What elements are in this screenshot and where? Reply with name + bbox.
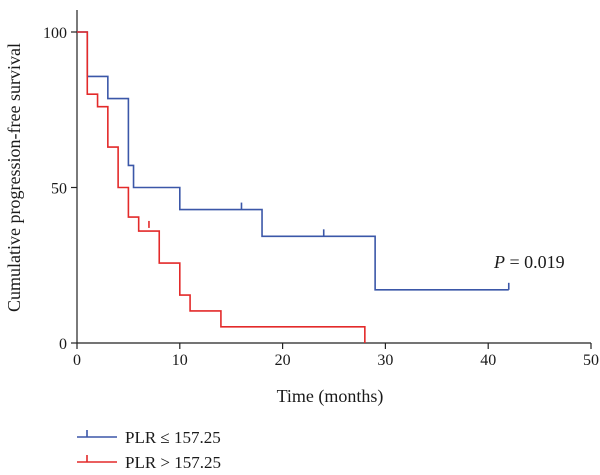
- p-label: P: [493, 252, 505, 272]
- p-value-annotation: P = 0.019: [493, 252, 565, 272]
- series-layer: [77, 31, 510, 343]
- y-axis-title: Cumulative progression-free survival: [4, 43, 24, 312]
- legend: PLR ≤ 157.25 PLR > 157.25: [77, 428, 221, 472]
- x-axis-title: Time (months): [277, 386, 384, 407]
- x-tick-label-0: 0: [73, 352, 81, 369]
- series-0-line: [77, 31, 509, 291]
- legend-label-1: PLR > 157.25: [125, 453, 221, 472]
- y-tick-label-1: 50: [51, 181, 67, 198]
- p-value: = 0.019: [505, 252, 565, 272]
- y-tick-label-2: 100: [43, 25, 67, 42]
- x-tick-label-4: 40: [480, 352, 496, 369]
- axes: 0 10 20 30 40 50 0 50 100 Time (months) Cumulative…: [4, 10, 599, 407]
- x-tick-label-3: 30: [377, 352, 393, 369]
- legend-label-0: PLR ≤ 157.25: [125, 428, 221, 447]
- y-tick-label-0: 0: [59, 336, 67, 353]
- x-tick-label-1: 10: [172, 352, 188, 369]
- series-1-line: [77, 31, 366, 343]
- x-tick-label-2: 20: [275, 352, 291, 369]
- x-tick-label-5: 50: [583, 352, 599, 369]
